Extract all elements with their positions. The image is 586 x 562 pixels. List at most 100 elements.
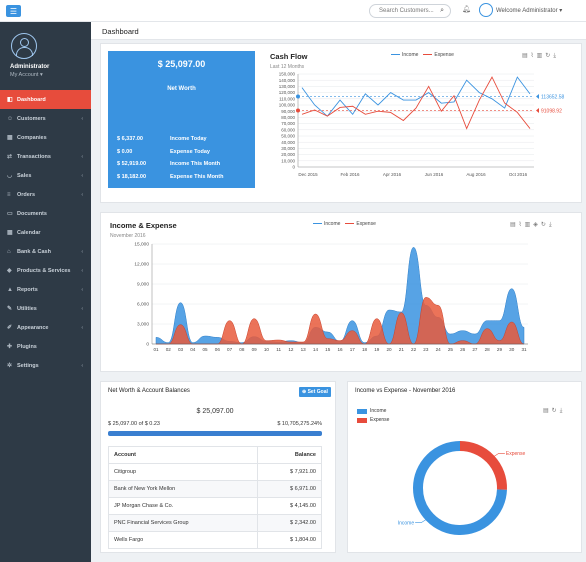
net-worth-row-value: $ 6,337.00	[117, 136, 143, 142]
pie-label: Expense	[506, 451, 526, 457]
line-chart-icon[interactable]: ⌇	[518, 222, 525, 228]
chart-icon: ▲	[7, 286, 13, 293]
income-expense-tools: ▤⌇▥◈↻⤓	[510, 221, 555, 229]
sidebar-item-products-services[interactable]: ◆ Products & Services ‹	[0, 261, 91, 280]
sidebar-item-calendar[interactable]: ▦ Calendar	[0, 223, 91, 242]
account-name: Citigroup	[108, 463, 258, 481]
menu-toggle-button[interactable]: ☰	[6, 5, 21, 17]
data-view-icon[interactable]: ▤	[543, 408, 552, 414]
my-account-link[interactable]: My Account ▾	[10, 72, 43, 78]
legend-swatch-income	[391, 53, 400, 59]
caret-down-icon: ▾	[39, 72, 43, 78]
x-tick-label: 09	[252, 347, 258, 352]
y-tick-label: 0	[292, 165, 295, 170]
sidebar-item-label: Customers	[17, 115, 46, 122]
x-tick-label: 24	[436, 347, 442, 352]
progress-left-label: $ 25,097.00 of $ 0.23	[108, 421, 160, 427]
x-tick-label: 16	[337, 347, 343, 352]
sidebar-item-utilities[interactable]: ✎ Utilities ‹	[0, 299, 91, 318]
legend-expense[interactable]: Expense	[434, 52, 454, 58]
legend-expense[interactable]: Expense	[356, 221, 376, 227]
net-worth-row-label: Expense Today	[170, 148, 210, 155]
stack-icon[interactable]: ◈	[533, 222, 541, 228]
sidebar-item-label: Sales	[17, 172, 32, 179]
chevron-left-icon: ‹	[81, 248, 83, 255]
dashboard-icon: ◧	[7, 97, 13, 103]
search-input[interactable]: Search Customers... ⌕	[369, 4, 451, 18]
sidebar-item-bank-cash[interactable]: ⌂ Bank & Cash ‹	[0, 242, 91, 261]
download-icon[interactable]: ⤓	[548, 222, 555, 228]
legend-swatch-expense	[345, 222, 355, 228]
data-view-icon[interactable]: ▤	[522, 53, 531, 59]
welcome-menu[interactable]: Welcome Administrator ▾	[496, 7, 562, 14]
x-tick-label: Jun 2016	[425, 172, 444, 177]
net-worth-row-value: $ 0.00	[117, 148, 133, 155]
sidebar-item-appearance[interactable]: ✐ Appearance ‹	[0, 318, 91, 337]
sidebar-item-orders[interactable]: ≡ Orders ‹	[0, 185, 91, 204]
x-tick-label: 27	[472, 347, 478, 352]
series-line-expense	[301, 76, 531, 130]
balance-header: Balance	[256, 446, 323, 464]
average-marker	[536, 94, 539, 100]
pie-legend-expense[interactable]: Expense	[357, 417, 389, 423]
bell-icon[interactable]: 🔔︎	[462, 6, 471, 13]
calendar-icon: ▦	[7, 230, 13, 236]
pie-legend-income-label: Income	[370, 408, 387, 414]
account-name: JP Morgan Chase & Co.	[108, 497, 258, 515]
pie-legend-income[interactable]: Income	[357, 408, 389, 414]
table-row: Citigroup $ 7,921.00	[108, 463, 323, 481]
list-icon: ≡	[7, 191, 11, 198]
accounts-table: Account Balance Citigroup $ 7,921.00 Bank …	[108, 446, 323, 549]
income-vs-expense-chart: Income Expense	[398, 441, 526, 535]
sidebar-item-sales[interactable]: ◡ Sales ‹	[0, 166, 91, 185]
top-bar: ☰ Search Customers... ⌕ 🔔︎ Welcome Admin…	[0, 0, 586, 22]
income-expense-chart: 0 3,000 6,000 9,000 12,000 15,000 01 02 03 04 05 06…	[134, 242, 528, 352]
chevron-left-icon: ‹	[81, 267, 83, 274]
refresh-icon[interactable]: ↻	[551, 408, 560, 414]
legend-income[interactable]: Income	[402, 52, 419, 58]
refresh-icon[interactable]: ↻	[540, 222, 549, 228]
x-tick-label: 23	[423, 347, 429, 352]
legend-income[interactable]: Income	[324, 221, 341, 227]
x-tick-label: 26	[460, 347, 466, 352]
set-goal-button[interactable]: ⊕ Set Goal	[299, 387, 331, 397]
set-goal-label: Set Goal	[307, 389, 328, 395]
sidebar-item-dashboard[interactable]: ◧ Dashboard	[0, 90, 91, 109]
x-tick-label: 08	[239, 347, 245, 352]
x-tick-label: 20	[387, 347, 393, 352]
chevron-left-icon: ‹	[81, 172, 83, 179]
chevron-left-icon: ‹	[81, 362, 83, 369]
x-tick-label: 30	[509, 347, 515, 352]
line-chart-icon[interactable]: ⌇	[530, 53, 537, 59]
account-name: Wells Fargo	[108, 531, 258, 549]
y-tick-label: 120,000	[279, 90, 296, 95]
x-tick-label: Apr 2016	[383, 172, 402, 177]
average-label: 91098.92	[541, 108, 562, 114]
profile-avatar[interactable]	[11, 33, 37, 59]
sidebar-item-plugins[interactable]: ✚ Plugins	[0, 337, 91, 356]
download-icon[interactable]: ⤓	[559, 408, 566, 414]
sidebar-item-customers[interactable]: ☺ Customers ‹	[0, 109, 91, 128]
sidebar-item-reports[interactable]: ▲ Reports ‹	[0, 280, 91, 299]
account-balance: $ 7,921.00	[256, 463, 323, 481]
sidebar-item-companies[interactable]: ▦ Companies	[0, 128, 91, 147]
sidebar-item-transactions[interactable]: ⇄ Transactions ‹	[0, 147, 91, 166]
average-start-point	[296, 108, 300, 113]
x-tick-label: 05	[203, 347, 209, 352]
pie-title: Income vs Expense - November 2016	[355, 388, 456, 394]
sidebar-item-settings[interactable]: ✲ Settings ‹	[0, 356, 91, 375]
sidebar-item-label: Transactions	[17, 153, 51, 160]
bar-chart-icon[interactable]: ▥	[524, 222, 534, 228]
sidebar-item-documents[interactable]: ▭ Documents	[0, 204, 91, 223]
refresh-icon[interactable]: ↻	[545, 53, 554, 59]
x-tick-label: 29	[497, 347, 503, 352]
y-tick-label: 90,000	[281, 109, 295, 114]
chevron-left-icon: ‹	[81, 191, 83, 198]
sidebar-nav: ◧ Dashboard ☺ Customers ‹ ▦ Companies ⇄ Transact…	[0, 90, 91, 375]
bar-chart-icon[interactable]: ▥	[536, 53, 546, 59]
data-view-icon[interactable]: ▤	[510, 222, 519, 228]
x-tick-label: 25	[448, 347, 454, 352]
user-avatar[interactable]	[479, 3, 493, 17]
chevron-left-icon: ‹	[81, 286, 83, 293]
download-icon[interactable]: ⤓	[553, 53, 559, 59]
